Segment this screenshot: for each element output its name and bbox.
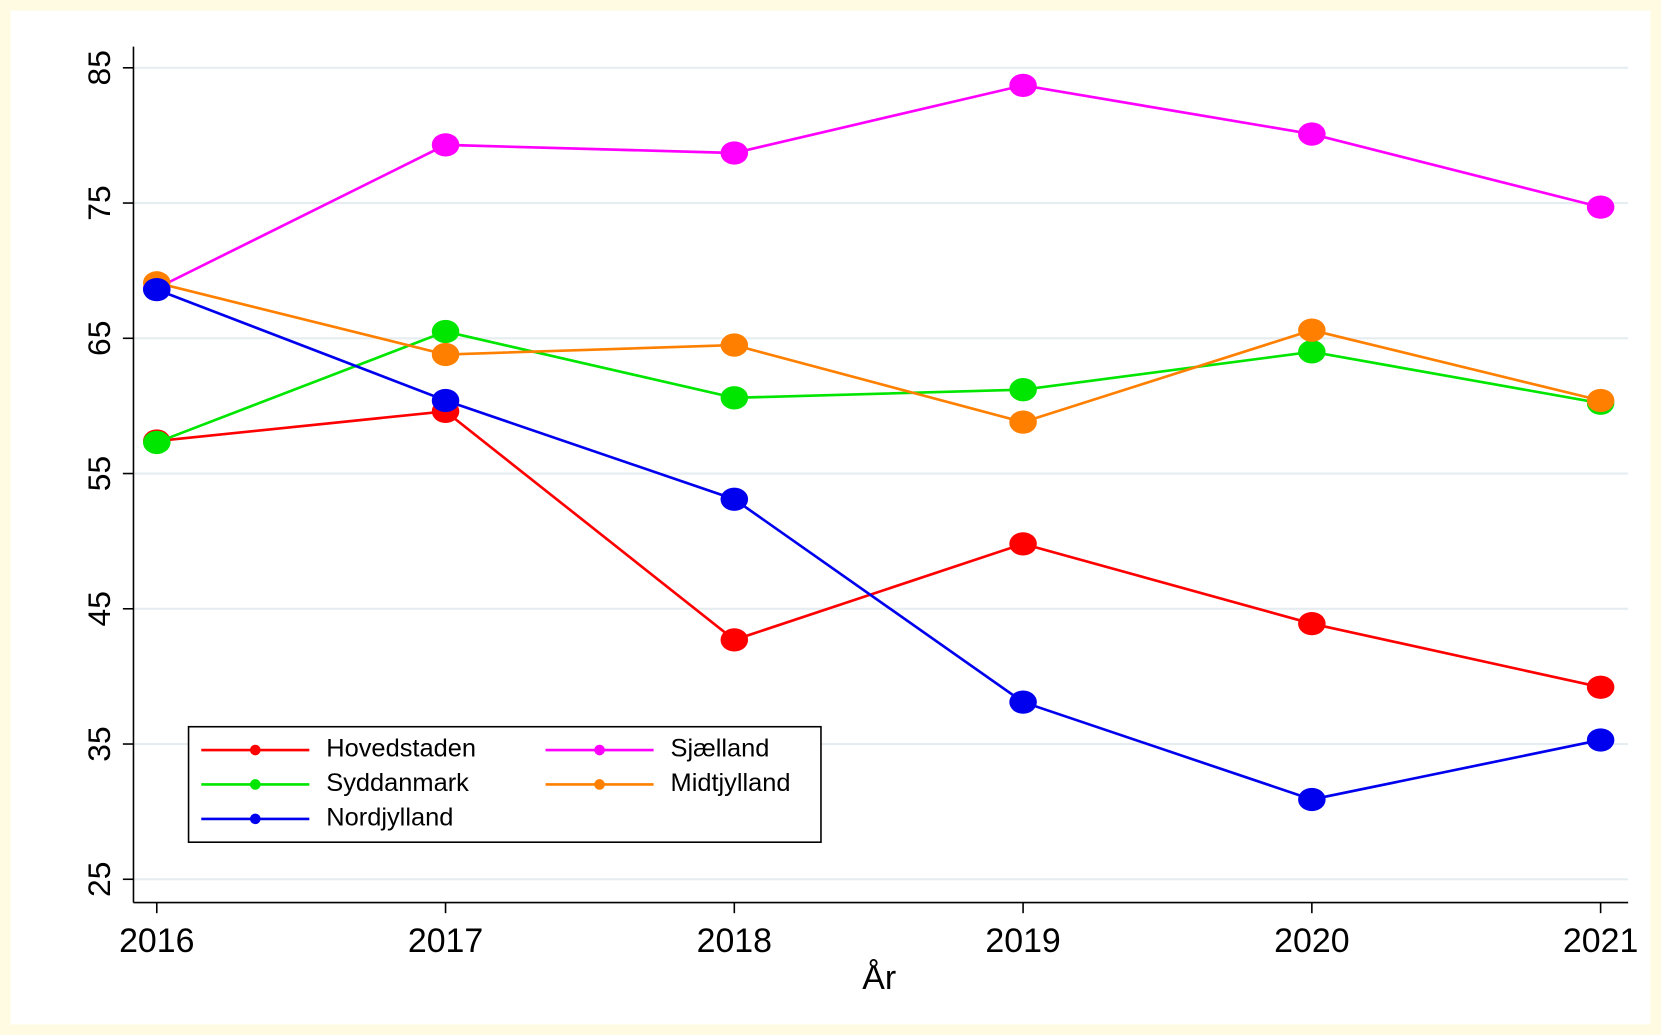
- legend-marker: [249, 813, 261, 825]
- x-axis-label: År: [862, 959, 896, 997]
- data-point: [431, 388, 460, 413]
- data-point: [720, 386, 749, 410]
- legend-label: Sjælland: [671, 735, 770, 763]
- data-point: [1586, 388, 1615, 413]
- data-point: [1009, 410, 1037, 434]
- x-tick-label: 2020: [1274, 922, 1349, 960]
- data-point: [1298, 787, 1326, 812]
- background: [10, 10, 1651, 1025]
- y-tick-label: 75: [81, 185, 117, 220]
- data-point: [720, 333, 749, 357]
- data-point: [1298, 122, 1326, 146]
- x-tick-label: 2021: [1563, 922, 1638, 960]
- x-tick-label: 2016: [119, 922, 194, 960]
- data-point: [1009, 690, 1037, 714]
- y-tick-label: 35: [81, 726, 117, 761]
- data-point: [720, 487, 749, 511]
- y-tick-label: 25: [81, 862, 117, 897]
- legend-label: Syddanmark: [326, 769, 469, 797]
- legend-marker: [594, 779, 605, 790]
- data-point: [720, 628, 749, 652]
- y-tick-label: 55: [81, 456, 117, 491]
- y-tick-label: 65: [81, 321, 117, 356]
- data-point: [1298, 340, 1326, 364]
- data-point: [1009, 73, 1037, 98]
- data-point: [431, 319, 460, 344]
- x-tick-label: 2018: [697, 922, 772, 960]
- data-point: [143, 277, 171, 302]
- data-point: [1009, 532, 1037, 556]
- data-point: [1586, 195, 1615, 219]
- data-point: [720, 141, 749, 165]
- series-line: [156, 281, 1601, 424]
- data-point: [1009, 378, 1037, 402]
- data-point: [1298, 318, 1326, 342]
- data-point: [143, 430, 171, 455]
- data-point: [431, 133, 460, 157]
- data-point: [1586, 675, 1615, 699]
- series-line: [156, 330, 1601, 444]
- y-tick-label: 85: [81, 50, 117, 85]
- data-point: [1586, 728, 1615, 752]
- legend-marker: [249, 744, 261, 756]
- legend-label: Midtjylland: [671, 769, 791, 797]
- legend-marker: [594, 744, 605, 756]
- legend-label: Nordjylland: [326, 804, 453, 832]
- series-line: [156, 84, 1601, 290]
- x-tick-label: 2017: [408, 922, 483, 960]
- legend-label: Hovedstaden: [326, 735, 476, 763]
- legend-marker: [249, 779, 261, 790]
- data-point: [431, 342, 460, 367]
- series-line: [156, 288, 1601, 801]
- x-tick-label: 2019: [985, 922, 1060, 960]
- series-line: [156, 409, 1601, 689]
- y-tick-label: 45: [81, 591, 117, 626]
- data-point: [1298, 612, 1326, 636]
